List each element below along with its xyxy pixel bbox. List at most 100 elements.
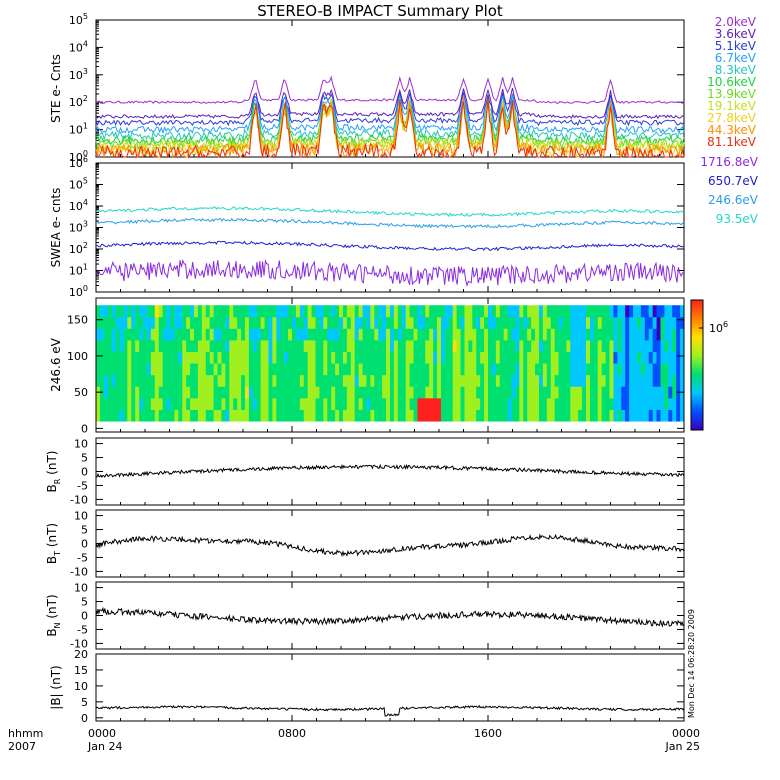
pad-cell xyxy=(331,316,336,329)
pad-cell xyxy=(386,328,391,341)
pad-cell xyxy=(264,386,269,399)
pad-cell xyxy=(135,397,140,410)
pad-cell xyxy=(664,397,669,410)
pad-cell xyxy=(609,374,614,387)
pad-cell xyxy=(472,328,477,341)
pad-cell xyxy=(131,386,136,399)
pad-cell xyxy=(256,351,262,364)
pad-cell xyxy=(570,363,575,376)
pad-cell xyxy=(288,351,293,364)
pad-cell xyxy=(123,409,128,422)
pad-cell xyxy=(225,386,230,399)
ste-ytick-base: 10 xyxy=(69,96,83,109)
pad-cell xyxy=(605,316,610,329)
pad-cell xyxy=(272,397,277,410)
pad-cell xyxy=(103,328,109,341)
pad-cell xyxy=(201,397,207,410)
pad-cell xyxy=(648,374,654,387)
pad-cell xyxy=(491,316,497,329)
pad-cell xyxy=(143,328,148,341)
pad-cell xyxy=(562,328,567,341)
pad-cell xyxy=(103,386,109,399)
pad-cell xyxy=(186,351,191,364)
pad-cell xyxy=(652,340,657,352)
pad-cell xyxy=(668,316,673,329)
pad-cell xyxy=(633,351,638,364)
pad-cell xyxy=(636,305,642,318)
pad-cell xyxy=(586,305,591,318)
pad-cell xyxy=(256,340,262,352)
pad-cell xyxy=(378,305,383,318)
pad-cell xyxy=(405,328,410,341)
pad-cell xyxy=(456,328,461,341)
swea-ytick-base: 10 xyxy=(69,286,83,299)
pad-cell xyxy=(358,328,363,341)
pad-cell xyxy=(468,316,473,329)
pad-cell xyxy=(139,374,144,387)
pad-cell xyxy=(476,409,481,422)
pad-cell xyxy=(374,340,379,352)
pad-cell xyxy=(554,305,559,318)
pad-cell xyxy=(284,363,289,376)
pad-cell xyxy=(566,363,571,376)
pad-cell xyxy=(127,386,132,399)
ste-legend-entry: 2.0keV xyxy=(715,15,757,29)
pad-cell xyxy=(197,328,203,341)
pad-cell xyxy=(115,397,120,410)
swea-ytick-label: 100 xyxy=(69,284,88,299)
pad-cell xyxy=(162,386,167,399)
pad-cell xyxy=(452,340,458,352)
pad-cell xyxy=(664,328,669,341)
pad-cell xyxy=(107,351,113,364)
pad-cell xyxy=(166,409,171,422)
pad-cell xyxy=(342,374,348,387)
pad-cell xyxy=(111,316,116,329)
pad-cell xyxy=(288,374,293,387)
pad-cell xyxy=(111,328,116,341)
pad-cell xyxy=(503,316,508,329)
pad-cell xyxy=(386,363,391,376)
pad-cell xyxy=(660,363,665,376)
pad-cell xyxy=(182,305,187,318)
pad-cell xyxy=(276,351,281,364)
pad-cell xyxy=(417,374,422,387)
pad-cell xyxy=(546,409,552,422)
pad-cell xyxy=(303,316,309,329)
pad-cell xyxy=(448,351,454,364)
pad-cell xyxy=(531,363,536,376)
pad-cell xyxy=(636,363,642,376)
pad-cell xyxy=(139,340,144,352)
pad-cell xyxy=(605,397,610,410)
pad-cell xyxy=(237,316,242,329)
pad-cell xyxy=(358,316,363,329)
pad-cell xyxy=(237,351,242,364)
pad-cell xyxy=(578,409,583,422)
pad-cell xyxy=(531,397,536,410)
pad-cell xyxy=(527,374,532,387)
pad-cell xyxy=(640,363,646,376)
pad-cell xyxy=(386,316,391,329)
pad-cell xyxy=(280,305,285,318)
pad-cell xyxy=(233,386,238,399)
pad-cell xyxy=(578,328,583,341)
pad-cell xyxy=(562,374,567,387)
pad-cell xyxy=(131,374,136,387)
pad-cell xyxy=(405,363,410,376)
pad-cell xyxy=(668,363,673,376)
pad-cell xyxy=(115,328,120,341)
pad-cell xyxy=(617,397,622,410)
pad-cell xyxy=(335,305,340,318)
pad-cell xyxy=(511,305,516,318)
bt-ylabel-sub: T xyxy=(53,551,62,557)
pad-cell xyxy=(374,316,379,329)
pad-cell xyxy=(119,397,124,410)
pad-cell xyxy=(390,363,395,376)
pad-cell xyxy=(150,351,156,364)
pad-cell xyxy=(150,409,156,422)
pad-cell xyxy=(103,363,109,376)
pad-cell xyxy=(135,386,140,399)
pad-cell xyxy=(488,305,493,318)
pad-cell xyxy=(601,386,606,399)
pad-cell xyxy=(444,328,450,341)
pad-cell xyxy=(350,351,356,364)
